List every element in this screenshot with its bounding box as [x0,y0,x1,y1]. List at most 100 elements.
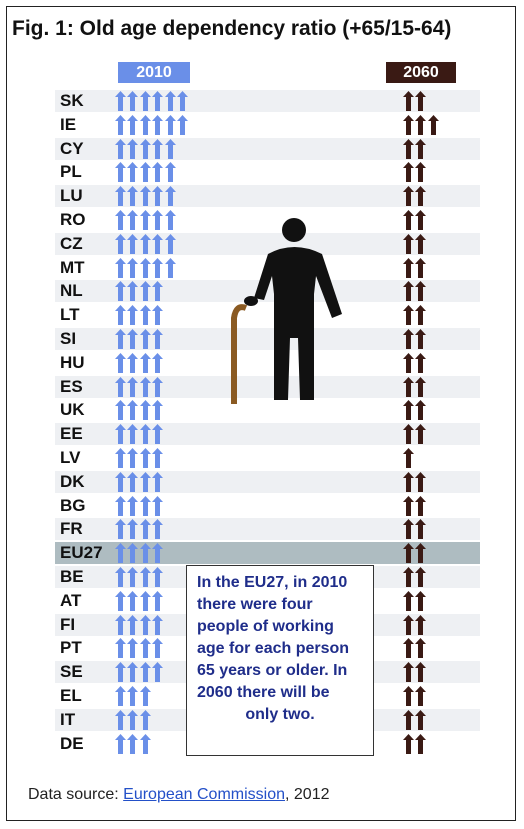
person-2010-mark [152,162,164,183]
person-2010-mark [115,709,126,730]
person-2010-mark [127,543,139,564]
person-2010-mark [152,376,164,397]
country-row: PL [55,161,480,183]
person-2010-mark [115,614,126,635]
person-2010-mark [139,281,151,302]
person-2010-mark [127,519,139,540]
person-2010-mark [152,614,164,635]
person-2060-mark [403,471,414,492]
person-2060-mark [403,519,414,540]
country-row: EU27 [55,542,480,565]
person-2010-mark [139,162,151,183]
person-2060-mark [415,329,427,349]
person-2010-mark [152,210,164,230]
country-row: PT [55,637,480,659]
country-row: RO [55,209,480,231]
note-line: 2060 there will be [197,684,330,701]
person-2060-mark [403,567,414,587]
person-2010-mark [177,91,188,111]
source-link[interactable]: European Commission [123,786,286,803]
person-2010-mark [164,210,176,230]
note-line: 65 years or older. In [197,662,348,679]
person-2060-mark [415,352,427,373]
person-2010-mark [127,162,139,183]
person-2060-mark [403,233,414,254]
person-2060-mark [403,376,414,397]
country-label: UK [60,400,85,420]
person-2010-mark [139,352,151,373]
person-2060-mark [403,162,414,183]
person-2060-mark [415,614,427,635]
person-2010-mark [127,614,139,635]
country-label: LV [60,448,81,467]
person-2060-mark [415,210,427,230]
person-2060-mark [415,162,427,183]
person-2010-mark [139,329,151,349]
person-2010-mark [152,186,164,207]
person-2010-mark [139,686,151,706]
person-2060-mark [415,114,427,135]
person-2010-mark [115,590,126,611]
person-2010-mark [139,448,151,468]
person-2060-mark [403,281,414,302]
person-2010-mark [127,662,139,683]
country-label: PL [60,162,82,182]
person-2010-mark [127,281,139,302]
person-2010-mark [127,567,139,587]
person-2060-mark [415,233,427,254]
year-2010-header: 2010 [118,62,190,83]
person-2060-mark [415,495,427,516]
country-row: HU [55,352,480,374]
person-2060-mark [403,210,414,230]
person-2010-mark [152,543,164,564]
person-2060-mark [403,495,414,516]
person-2060-mark [403,352,414,373]
country-row: DE [55,733,480,755]
person-2060-mark [415,567,427,587]
person-2010-mark [152,519,164,540]
person-2010-mark [115,138,126,159]
person-2010-mark [115,543,126,564]
person-2060-mark [403,686,414,706]
person-2010-mark [139,114,151,135]
country-row: MT [55,257,480,279]
country-row: SI [55,328,480,350]
person-2010-mark [115,352,126,373]
country-row: DK [55,470,480,493]
person-2060-mark [415,471,427,492]
person-2060-mark [403,662,414,683]
person-2010-mark [115,567,126,587]
person-2010-mark [127,733,139,754]
country-row: CY [55,137,480,160]
elderly-person-icon [231,218,342,404]
country-label: DK [60,471,85,491]
person-2010-mark [152,257,164,278]
person-2010-mark [139,733,151,754]
person-2060-mark [403,257,414,278]
person-2010-mark [152,590,164,611]
person-2060-mark [403,709,414,730]
person-2060-mark [415,733,427,754]
data-source: Data source: European Commission, 2012 [28,786,330,804]
country-label: LU [60,186,83,206]
person-2010-mark [115,329,126,349]
country-label: NL [60,281,83,301]
country-label: IT [60,709,76,729]
person-2060-mark [403,114,414,135]
person-2010-mark [139,257,151,278]
person-2010-mark [127,138,139,159]
person-2010-mark [139,138,151,159]
country-label: EL [60,686,82,705]
country-label: RO [60,210,86,229]
person-2060-mark [403,91,414,111]
country-label: SK [60,91,84,110]
person-2010-mark [152,567,164,587]
person-2010-mark [139,543,151,564]
person-2010-mark [164,138,176,159]
country-label: SI [60,329,77,348]
person-2010-mark [139,400,151,421]
country-row: ES [55,375,480,398]
person-2060-mark [427,114,439,135]
person-2060-mark [415,91,427,111]
country-label: FI [60,614,76,634]
